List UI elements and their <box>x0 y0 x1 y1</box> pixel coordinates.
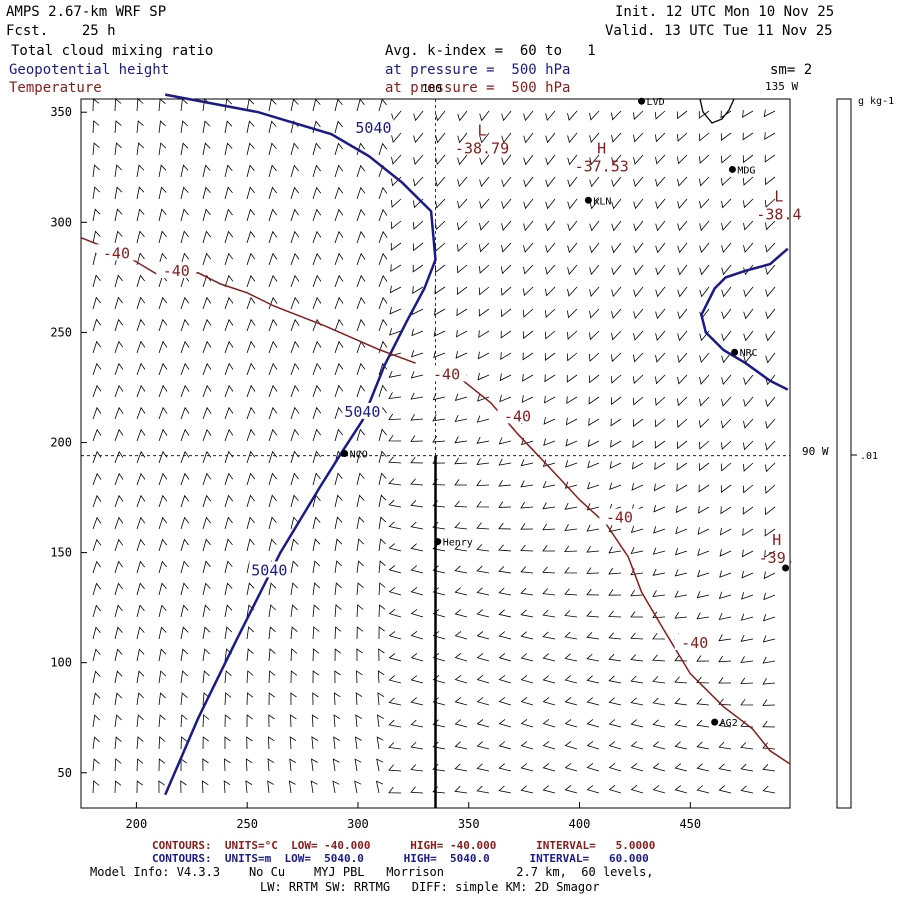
field-temperature: Temperature <box>9 80 102 96</box>
wind-barbs <box>92 98 776 794</box>
contour-label-bg <box>96 244 137 261</box>
footer-temp-contours: CONTOURS: UNITS=°C LOW= -40.000 HIGH= -4… <box>152 839 656 852</box>
station-label: NCO <box>350 450 368 461</box>
station-marker <box>731 348 739 356</box>
x-tick-label: 450 <box>679 817 701 831</box>
contour-label: -40 <box>681 634 708 652</box>
y-tick-label: 150 <box>50 546 72 560</box>
axis-ticks: 200 250 300 350 400 450 50 100 150 200 250 300 350 <box>50 105 701 831</box>
lon-180-label: 180 <box>422 82 442 95</box>
smoothing-label: sm= 2 <box>770 62 813 78</box>
field-geopotential: Geopotential height <box>9 62 170 78</box>
contour-label-bg <box>674 634 715 651</box>
footer-height-contours: CONTOURS: UNITS=m LOW= 5040.0 HIGH= 5040… <box>152 852 649 865</box>
contour-label-bg <box>342 402 383 419</box>
contour-label: -40 <box>103 244 130 262</box>
x-tick-label: 200 <box>126 817 148 831</box>
x-tick-label: 400 <box>569 817 591 831</box>
extremum-letter: L <box>478 122 487 140</box>
contour-label: -40 <box>606 509 633 527</box>
contour-label-bg <box>156 261 197 278</box>
contour-label-bg <box>599 508 640 525</box>
contour-label: -40 <box>433 365 460 383</box>
station-label: MDG <box>737 165 755 176</box>
station-label: Henry <box>443 538 473 549</box>
height-contour <box>700 247 789 391</box>
lon-90w-label: 90 W <box>802 445 829 458</box>
extremum-value: -39. <box>759 549 795 567</box>
x-tick-label: 250 <box>236 817 258 831</box>
station-marker <box>711 718 719 726</box>
k-index-avg: Avg. k-index = 60 to 1 <box>385 43 596 59</box>
extremum-value: -38.4 <box>756 206 801 224</box>
extremum-letter: H <box>597 139 606 157</box>
contour-label-bg <box>426 365 467 382</box>
contour-label-bg <box>497 407 538 424</box>
station-marker <box>638 97 646 105</box>
station-marker <box>728 165 736 173</box>
footer-model-info-2: LW: RRTM SW: RRTMG DIFF: simple KM: 2D S… <box>260 880 600 894</box>
station-marker <box>434 538 442 546</box>
y-tick-label: 100 <box>50 656 72 670</box>
contour-label-bg <box>249 561 290 578</box>
forecast-hour: Fcst. 25 h <box>6 23 116 39</box>
pressure-level-height: at pressure = 500 hPa <box>385 62 571 78</box>
extremum-value: -38.79 <box>455 140 509 158</box>
contour-label: 5040 <box>251 561 287 579</box>
y-tick-label: 250 <box>50 325 72 339</box>
lat-lon-lines <box>81 99 790 808</box>
init-time: Init. 12 UTC Mon 10 Nov 25 <box>615 4 835 20</box>
lon-135w-label: 135 W <box>765 80 798 93</box>
station-marker <box>341 450 349 457</box>
chart-marks: L-38.79 H-37.53L-38.4H-39.LVDMDGKLNNRCNCO… <box>341 97 802 729</box>
y-tick-label: 300 <box>50 215 72 229</box>
station-label: KLN <box>593 196 611 207</box>
colorbar-unit: g kg-1 <box>858 96 894 107</box>
station-label: NRC <box>740 348 758 359</box>
y-tick-label: 50 <box>58 766 72 780</box>
contour-label: -40 <box>504 407 531 425</box>
colorbar <box>836 98 852 809</box>
valid-time: Valid. 13 UTC Tue 11 Nov 25 <box>605 23 833 39</box>
temperature-contour <box>457 375 791 765</box>
y-tick-label: 200 <box>50 435 72 449</box>
temperature-contour <box>80 237 416 364</box>
extremum-letter: H <box>772 531 781 549</box>
footer-model-info: Model Info: V4.3.3 No Cu MYJ PBL Morriso… <box>90 865 654 879</box>
field-cloud-mixing: Total cloud mixing ratio <box>11 43 214 59</box>
colorbar-tick-label: .01 <box>860 451 878 462</box>
pressure-level-temp: at pressure = 500 hPa <box>385 80 571 96</box>
contour-label: 5040 <box>355 119 391 137</box>
height-contour <box>164 93 437 796</box>
station-marker <box>584 196 592 204</box>
station-label: AG2 <box>720 718 738 729</box>
station-label: LVD <box>647 97 665 108</box>
station-marker <box>782 564 790 572</box>
y-tick-label: 350 <box>50 105 72 119</box>
contour-label: -40 <box>163 262 190 280</box>
contour-lines: 5040 5040 5040 -40 -40 -40 -40 -40 -40 <box>80 93 791 796</box>
model-title: AMPS 2.67-km WRF SP <box>6 4 167 20</box>
wind-barb-field <box>92 98 776 794</box>
coastline <box>699 98 735 124</box>
x-tick-label: 300 <box>347 817 369 831</box>
contour-label-bg <box>353 118 394 135</box>
x-tick-label: 350 <box>458 817 480 831</box>
extremum-letter: L <box>774 188 783 206</box>
extremum-value: -37.53 <box>575 157 629 175</box>
contour-label: 5040 <box>344 403 380 421</box>
